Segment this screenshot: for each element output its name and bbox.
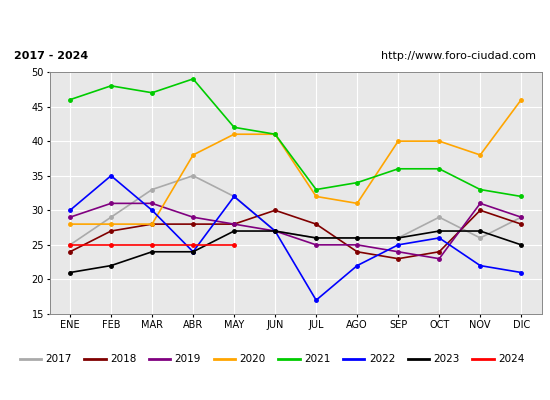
- Text: 2017 - 2024: 2017 - 2024: [14, 51, 88, 61]
- Text: 2024: 2024: [498, 354, 525, 364]
- Text: 2023: 2023: [433, 354, 460, 364]
- Text: 2022: 2022: [369, 354, 395, 364]
- Text: 2017: 2017: [46, 354, 72, 364]
- Text: 2018: 2018: [110, 354, 136, 364]
- Text: 2020: 2020: [239, 354, 266, 364]
- Text: Evolucion del paro registrado en Higuera de Llerena: Evolucion del paro registrado en Higuera…: [59, 14, 491, 28]
- Text: 2019: 2019: [175, 354, 201, 364]
- Text: 2021: 2021: [304, 354, 331, 364]
- Text: http://www.foro-ciudad.com: http://www.foro-ciudad.com: [381, 51, 536, 61]
